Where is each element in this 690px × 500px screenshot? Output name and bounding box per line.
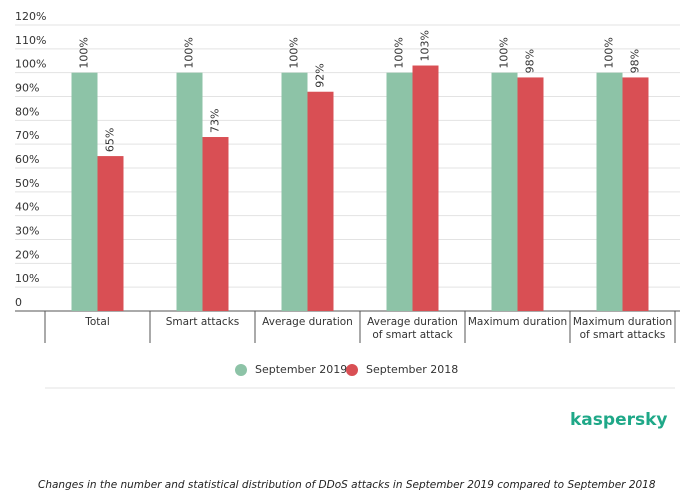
x-tick-label: Average duration of smart attack: [367, 316, 458, 341]
bar: [412, 65, 439, 312]
legend-label: September 2018: [366, 363, 458, 376]
y-tick-label: 110%: [15, 34, 46, 47]
value-label: 103%: [419, 30, 432, 61]
legend-marker: [346, 364, 358, 376]
bar: [281, 72, 308, 312]
legend-marker: [235, 364, 247, 376]
y-tick-label: 70%: [15, 129, 39, 142]
y-tick-label: 80%: [15, 105, 39, 118]
y-tick-label: 20%: [15, 248, 39, 261]
x-tick-label: Maximum duration of smart attacks: [572, 316, 673, 341]
value-label: 98%: [524, 49, 537, 73]
brand-logo: kaspersky: [570, 410, 668, 430]
value-label: 100%: [78, 37, 91, 68]
bar: [71, 72, 98, 312]
y-tick-label: 60%: [15, 153, 39, 166]
y-tick-label: 10%: [15, 272, 39, 285]
value-label: 92%: [314, 63, 327, 87]
bar: [202, 137, 229, 311]
bar: [622, 77, 649, 311]
bar: [491, 72, 518, 312]
value-label: 65%: [104, 128, 117, 152]
value-label: 98%: [629, 49, 642, 73]
bar: [596, 72, 623, 312]
y-tick-label: 50%: [15, 177, 39, 190]
y-tick-label: 30%: [15, 225, 39, 238]
bar: [386, 72, 413, 312]
bar: [176, 72, 203, 312]
value-label: 100%: [498, 37, 511, 68]
y-tick-label: 120%: [15, 10, 46, 23]
value-label: 100%: [183, 37, 196, 68]
legend-label: September 2019: [255, 363, 347, 376]
y-tick-label: 90%: [15, 82, 39, 95]
x-tick-label: Maximum duration: [467, 316, 568, 328]
bar: [97, 156, 124, 311]
value-label: 73%: [209, 109, 222, 133]
y-tick-label: 0: [15, 296, 22, 309]
x-tick-label: Average duration: [262, 316, 353, 328]
y-tick-label: 100%: [15, 58, 46, 71]
y-tick-label: 40%: [15, 201, 39, 214]
value-label: 100%: [288, 37, 301, 68]
value-label: 100%: [603, 37, 616, 68]
bar: [517, 77, 544, 311]
bar: [307, 91, 334, 311]
value-label: 100%: [393, 37, 406, 68]
x-tick-label: Total: [85, 316, 110, 328]
caption: Changes in the number and statistical di…: [38, 479, 656, 491]
x-tick-label: Smart attacks: [165, 316, 240, 328]
